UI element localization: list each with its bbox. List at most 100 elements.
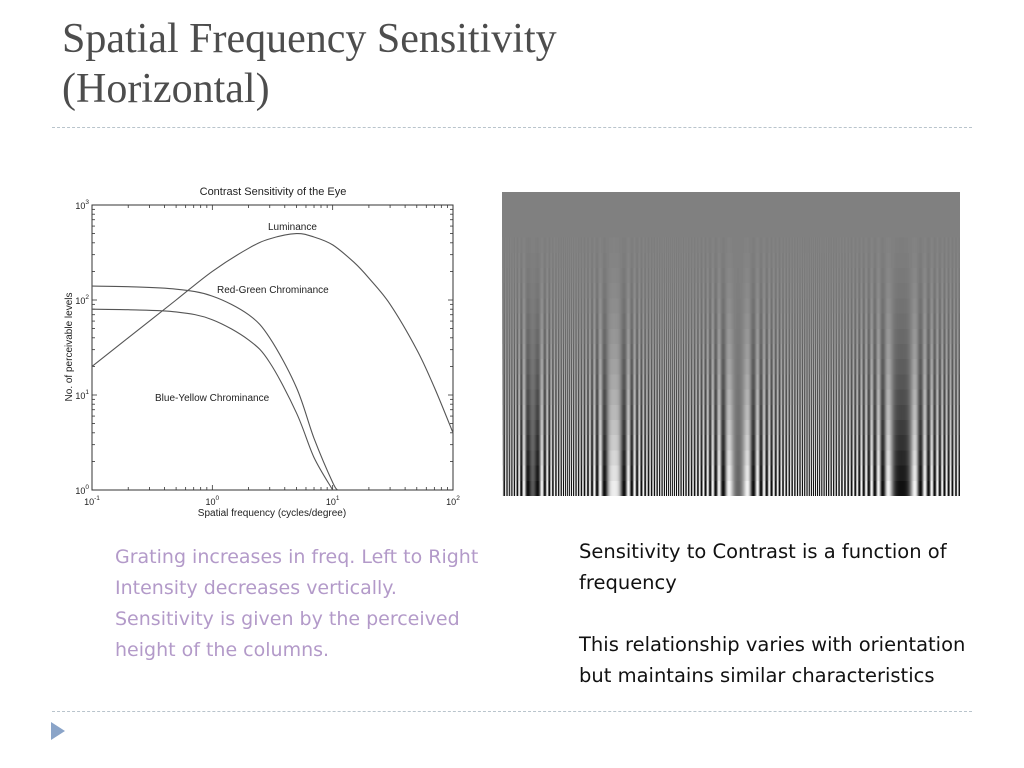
grating-cell [653,404,654,421]
grating-cell [689,480,690,496]
grating-cell [789,389,790,406]
grating-cell [601,252,602,269]
grating-cell [577,298,578,315]
grating-cell [599,465,600,482]
grating-cell [601,404,602,421]
grating-cell [659,344,660,360]
grating-cell [584,268,585,284]
grating-cell [526,450,527,467]
grating-cell [643,313,644,330]
grating-cell [524,389,525,406]
grating-column [538,237,539,496]
grating-cell [744,359,745,375]
grating-cell [718,283,719,299]
grating-cell [730,252,731,269]
grating-cell [592,420,593,436]
grating-cell [601,359,602,375]
grating-cell [734,374,735,391]
grating-cell [547,420,548,436]
grating-cell [683,480,684,496]
grating-cell [729,480,730,496]
grating-cell [616,359,617,375]
grating-cell [767,344,768,360]
grating-cell [731,252,732,269]
grating-cell [631,237,632,254]
grating-cell [506,359,507,375]
grating-cell [516,298,517,315]
grating-cell [583,328,584,345]
grating-cell [597,374,598,391]
grating-cell [737,283,738,299]
grating-cell [602,298,603,315]
grating-cell [629,420,630,436]
grating-cell [710,252,711,269]
grating-column [529,237,530,496]
grating-cell [610,450,611,467]
grating-cell [746,480,747,496]
grating-cell [763,283,764,299]
grating-column [619,252,620,496]
grating-cell [541,313,542,330]
grating-cell [525,465,526,482]
grating-cell [571,268,572,284]
grating-cell [773,268,774,284]
grating-cell [775,404,776,421]
grating-cell [521,420,522,436]
grating-cell [769,435,770,451]
grating-cell [764,465,765,482]
grating-cell [601,268,602,284]
grating-cell [572,450,573,467]
grating-cell [702,450,703,467]
grating-cell [605,359,606,375]
grating-column [688,237,689,496]
grating-cell [553,298,554,315]
grating-column [551,237,552,496]
grating-cell [510,404,511,421]
grating-cell [528,374,529,391]
grating-cell [664,450,665,467]
grating-cell [787,450,788,467]
grating-cell [760,450,761,467]
grating-cell [526,298,527,315]
grating-cell [647,420,648,436]
grating-cell [575,298,576,315]
grating-cell [682,359,683,375]
grating-cell [546,328,547,345]
grating-cell [674,283,675,299]
grating-column [660,252,661,496]
grating-column [553,252,554,496]
grating-cell [541,389,542,406]
grating-cell [589,389,590,406]
grating-cell [628,389,629,406]
grating-cell [727,389,728,406]
grating-cell [625,435,626,451]
grating-cell [605,389,606,406]
grating-cell [567,268,568,284]
grating-cell [615,450,616,467]
grating-column [787,237,788,496]
grating-cell [767,435,768,451]
grating-cell [713,404,714,421]
grating-cell [577,404,578,421]
grating-cell [519,374,520,391]
grating-cell [744,328,745,345]
grating-cell [712,420,713,436]
grating-cell [690,480,691,496]
grating-cell [592,298,593,315]
grating-cell [720,480,721,496]
grating-cell [580,374,581,391]
grating-cell [627,344,628,360]
grating-cell [699,298,700,315]
grating-column [674,237,675,496]
grating-cell [592,435,593,451]
grating-cell [727,252,728,269]
grating-cell [748,420,749,436]
grating-cell [746,374,747,391]
grating-cell [713,389,714,406]
grating-cell [764,252,765,269]
grating-cell [669,344,670,360]
grating-cell [516,359,517,375]
grating-cell [768,465,769,482]
grating-cell [529,252,530,269]
grating-cell [685,450,686,467]
